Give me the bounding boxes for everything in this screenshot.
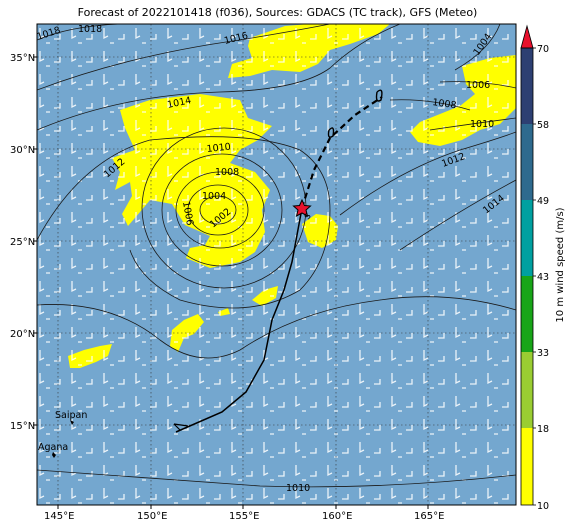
- lat-label-15: 15°N: [10, 421, 35, 432]
- colorbar-extend-arrow: [520, 24, 534, 49]
- isobar-1010-east: [429, 117, 516, 131]
- track-observed: [175, 207, 303, 433]
- colorbar-segment-49-58: [521, 124, 533, 200]
- island-guam: [52, 452, 56, 458]
- isobar-1012-east: [339, 131, 516, 216]
- isobar-1002: [199, 195, 237, 225]
- isobar-1018: [37, 24, 121, 41]
- isobar-label: 1008: [215, 167, 239, 178]
- isobar-label: 1010: [470, 119, 494, 130]
- isobar-label: 1006: [466, 80, 490, 91]
- lon-label-150: 150°E: [137, 511, 167, 522]
- lon-label-155: 155°E: [229, 511, 259, 522]
- storm-symbol-2: [375, 89, 383, 102]
- island-saipan: [70, 420, 74, 425]
- isobar-1016: [37, 24, 331, 91]
- station-markers: Saipan Agana: [38, 410, 87, 458]
- lat-label-20: 20°N: [10, 329, 35, 340]
- colorbar-segment-58-70: [521, 48, 533, 124]
- station-label-agana: Agana: [38, 442, 68, 453]
- colorbar-tick-10: 10: [537, 501, 549, 512]
- isobar-label: 1006: [180, 201, 195, 227]
- isobar-label: 1008: [432, 97, 457, 111]
- colorbar-tick-58: 58: [537, 120, 549, 131]
- lon-label-165: 165°E: [414, 511, 444, 522]
- isobar-label: 1004: [202, 191, 226, 202]
- lon-label-160: 160°E: [322, 511, 352, 522]
- isobar-1006-east: [439, 81, 516, 89]
- track-forecast: [300, 96, 383, 209]
- map-axes: 35°N 30°N 25°N 20°N 15°N 145°E 150°E 155…: [10, 53, 444, 522]
- isobar-label: 1014: [166, 95, 192, 111]
- figure-title: Forecast of 2022101418 (f036), Sources: …: [77, 6, 478, 19]
- lat-label-30: 30°N: [10, 145, 35, 156]
- colorbar-segment-18-33: [521, 352, 533, 428]
- colorbar-tick-18: 18: [537, 424, 549, 435]
- isobar-1004-east: [454, 24, 501, 71]
- typhoon-track: S: [173, 89, 383, 433]
- wind-speed-colorbar: 10 18 33 43 49 58 70 10 m wind speed (m/…: [520, 24, 566, 512]
- grid-lines: [37, 24, 516, 505]
- isobar-label: 1010: [286, 483, 310, 494]
- storm-symbol-label: S: [303, 212, 313, 222]
- lon-label-145: 145°E: [44, 511, 74, 522]
- colorbar-tick-43: 43: [537, 272, 549, 283]
- colorbar-segment-43-49: [521, 200, 533, 276]
- storm-start-symbol: [173, 423, 189, 431]
- colorbar-tick-70: 70: [537, 44, 549, 55]
- isobar-1006: [175, 171, 265, 249]
- isobar-label: 1018: [78, 24, 102, 35]
- isobar-1012: [37, 136, 331, 309]
- colorbar-tick-49: 49: [537, 196, 549, 207]
- map-frame: [36, 23, 517, 506]
- lat-label-35: 35°N: [10, 53, 35, 64]
- isobar-1008-east: [389, 99, 471, 111]
- wind-barb-field: [37, 24, 516, 505]
- isobar-1012-south: [37, 296, 516, 359]
- colorbar-segment-33-43: [521, 276, 533, 352]
- lat-label-25: 25°N: [10, 237, 35, 248]
- isobar-1004: [187, 184, 249, 236]
- isobar-1014: [37, 24, 401, 131]
- colorbar-segment-10-18: [521, 428, 533, 505]
- isobar-1008: [161, 153, 283, 267]
- isobar-1010-south: [37, 469, 516, 488]
- storm-position-star: [292, 198, 312, 217]
- storm-symbol-1: [327, 127, 335, 138]
- isobar-label: 1010: [206, 142, 231, 155]
- station-label-saipan: Saipan: [55, 410, 87, 421]
- colorbar-label: 10 m wind speed (m/s): [555, 207, 566, 322]
- colorbar-tick-33: 33: [537, 348, 549, 359]
